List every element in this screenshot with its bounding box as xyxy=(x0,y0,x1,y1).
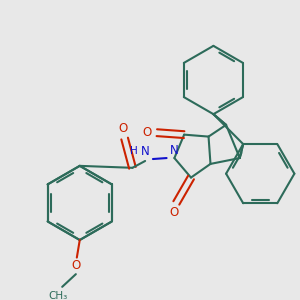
Text: O: O xyxy=(142,126,152,139)
Text: N: N xyxy=(170,144,179,157)
Text: O: O xyxy=(71,259,80,272)
Text: N: N xyxy=(141,145,149,158)
Text: CH₃: CH₃ xyxy=(49,291,68,300)
Text: O: O xyxy=(118,122,127,135)
Text: H: H xyxy=(130,146,137,156)
Text: O: O xyxy=(170,206,179,219)
